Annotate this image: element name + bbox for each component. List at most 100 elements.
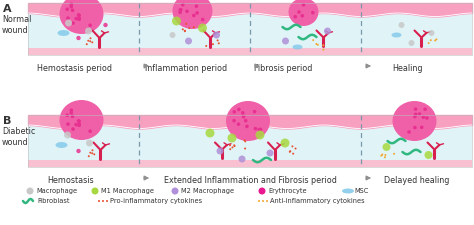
Circle shape	[88, 23, 92, 27]
Circle shape	[93, 153, 95, 155]
Text: Anti-inflammatory cytokines: Anti-inflammatory cytokines	[270, 198, 365, 204]
Text: B: B	[3, 116, 11, 126]
Circle shape	[229, 144, 231, 146]
Circle shape	[98, 200, 100, 202]
Circle shape	[413, 126, 417, 129]
Circle shape	[244, 139, 246, 141]
Circle shape	[201, 18, 204, 21]
Ellipse shape	[392, 32, 401, 38]
Text: Inflammation period: Inflammation period	[145, 64, 227, 73]
Text: Erythrocyte: Erythrocyte	[268, 188, 307, 194]
Circle shape	[71, 115, 74, 118]
Circle shape	[384, 154, 386, 156]
Circle shape	[282, 38, 289, 45]
Circle shape	[383, 143, 391, 151]
Circle shape	[205, 45, 207, 47]
FancyBboxPatch shape	[28, 3, 472, 13]
Text: Normal
wound: Normal wound	[2, 15, 31, 35]
Circle shape	[430, 39, 432, 41]
Circle shape	[259, 128, 263, 131]
Circle shape	[106, 200, 108, 202]
Circle shape	[253, 110, 256, 113]
Circle shape	[312, 39, 314, 41]
Circle shape	[232, 110, 236, 114]
Circle shape	[77, 120, 81, 123]
Text: Hemostasis: Hemostasis	[47, 176, 93, 185]
Circle shape	[428, 30, 435, 36]
Circle shape	[27, 187, 34, 194]
Circle shape	[185, 9, 189, 13]
Circle shape	[185, 38, 192, 45]
Circle shape	[218, 42, 220, 44]
Circle shape	[89, 152, 91, 154]
Circle shape	[181, 3, 184, 7]
Circle shape	[188, 27, 191, 29]
Circle shape	[71, 9, 74, 12]
Circle shape	[266, 149, 273, 157]
Text: M2 Macrophage: M2 Macrophage	[181, 188, 234, 194]
Circle shape	[228, 133, 237, 142]
Circle shape	[414, 107, 418, 111]
Ellipse shape	[289, 0, 319, 26]
Circle shape	[245, 125, 249, 128]
Text: Fibroblast: Fibroblast	[37, 198, 70, 204]
Circle shape	[76, 36, 81, 40]
Circle shape	[64, 131, 71, 139]
Circle shape	[413, 115, 417, 118]
Circle shape	[184, 30, 186, 32]
FancyBboxPatch shape	[28, 125, 472, 160]
Circle shape	[69, 5, 73, 9]
Circle shape	[77, 18, 81, 21]
Circle shape	[393, 153, 395, 155]
FancyBboxPatch shape	[28, 13, 472, 48]
Circle shape	[102, 200, 104, 202]
Circle shape	[77, 119, 81, 123]
Circle shape	[65, 20, 72, 27]
Circle shape	[244, 119, 247, 122]
Circle shape	[231, 146, 234, 148]
Circle shape	[217, 148, 224, 155]
Circle shape	[77, 124, 81, 127]
Circle shape	[232, 119, 236, 122]
Circle shape	[74, 17, 78, 20]
Text: MSC: MSC	[354, 188, 368, 194]
Circle shape	[182, 28, 184, 30]
Circle shape	[381, 153, 383, 155]
Circle shape	[179, 8, 182, 11]
Circle shape	[87, 40, 89, 42]
Circle shape	[103, 23, 108, 27]
Circle shape	[170, 32, 175, 38]
Circle shape	[65, 7, 69, 11]
Circle shape	[281, 139, 290, 148]
Circle shape	[322, 49, 325, 51]
Circle shape	[86, 43, 88, 45]
Circle shape	[91, 152, 93, 154]
Circle shape	[179, 8, 182, 12]
FancyBboxPatch shape	[28, 160, 472, 167]
Text: Pro-inflammatory cytokines: Pro-inflammatory cytokines	[110, 198, 202, 204]
Circle shape	[185, 23, 187, 25]
Circle shape	[66, 122, 70, 126]
Ellipse shape	[55, 142, 67, 148]
Circle shape	[91, 41, 93, 43]
Circle shape	[195, 4, 198, 8]
Circle shape	[71, 21, 75, 25]
Text: Extended Inflammation and Fibrosis period: Extended Inflammation and Fibrosis perio…	[164, 176, 337, 185]
Ellipse shape	[292, 45, 302, 50]
Circle shape	[436, 38, 438, 40]
Circle shape	[77, 17, 81, 20]
Circle shape	[425, 151, 432, 159]
Circle shape	[301, 14, 304, 18]
Circle shape	[407, 130, 411, 134]
Circle shape	[88, 155, 90, 157]
Text: A: A	[3, 4, 12, 14]
Circle shape	[70, 2, 73, 6]
Circle shape	[206, 128, 215, 137]
Circle shape	[90, 37, 91, 39]
Circle shape	[237, 122, 240, 126]
Circle shape	[255, 130, 264, 140]
Circle shape	[297, 10, 301, 14]
Circle shape	[289, 150, 291, 152]
Circle shape	[195, 11, 199, 15]
Ellipse shape	[226, 101, 270, 141]
